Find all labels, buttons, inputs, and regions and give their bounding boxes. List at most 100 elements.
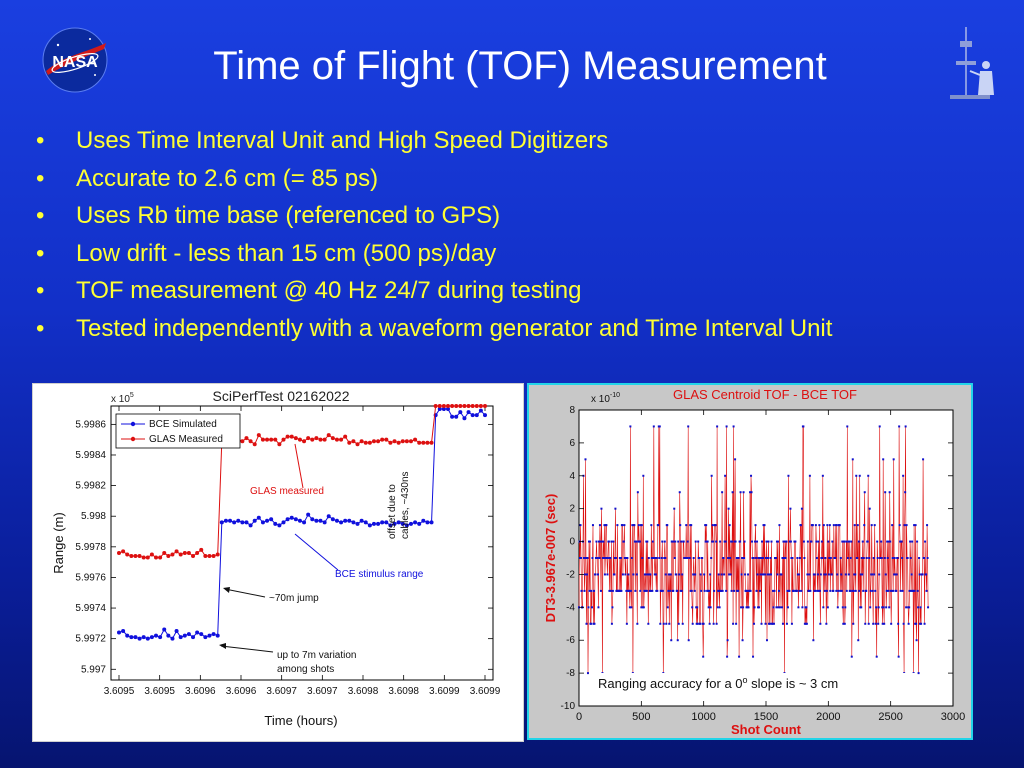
data-point — [285, 517, 290, 522]
data-point — [609, 589, 612, 592]
annotation-variation-2: among shots — [277, 664, 334, 675]
data-point — [877, 622, 880, 625]
data-point — [149, 635, 154, 640]
data-point — [755, 557, 758, 559]
data-point — [117, 630, 121, 635]
data-point — [717, 573, 720, 576]
data-point — [608, 589, 611, 592]
data-point — [780, 573, 783, 576]
data-point — [646, 540, 649, 543]
y-axis-label: DT3-3.967e-007 (sec) — [543, 494, 558, 623]
data-point — [680, 589, 683, 592]
data-point — [706, 540, 709, 543]
data-point — [737, 557, 740, 559]
data-point — [733, 589, 736, 592]
data-point — [661, 589, 664, 592]
data-point — [869, 589, 872, 592]
data-point — [921, 573, 924, 576]
data-point — [908, 606, 911, 609]
data-point — [215, 633, 220, 638]
data-point — [825, 622, 828, 625]
data-point — [719, 540, 722, 543]
data-point — [734, 458, 737, 461]
data-point — [908, 589, 911, 592]
data-point — [408, 439, 413, 444]
data-point — [363, 520, 368, 525]
data-point — [404, 439, 409, 444]
data-point — [910, 573, 913, 576]
data-point — [170, 552, 175, 557]
data-point — [690, 589, 693, 592]
data-point — [650, 524, 653, 527]
x-tick-label: 3000 — [941, 711, 965, 723]
data-point — [904, 491, 907, 494]
data-point — [838, 524, 841, 527]
data-point — [863, 524, 866, 527]
data-point — [827, 540, 830, 543]
data-point — [664, 573, 667, 576]
data-point — [670, 639, 673, 642]
note-text: Ranging accuracy for a 0 — [598, 676, 743, 691]
data-point — [652, 425, 655, 428]
data-point — [809, 589, 812, 592]
data-point — [624, 573, 627, 576]
bullet-dot: • — [36, 239, 45, 267]
x-tick-label: 3.6098 — [388, 686, 419, 697]
data-point — [835, 589, 838, 592]
data-point — [450, 404, 455, 408]
data-point — [914, 524, 917, 527]
data-point — [718, 606, 721, 609]
y-tick-label: -2 — [566, 569, 575, 580]
data-point — [598, 524, 601, 527]
data-point — [195, 630, 200, 635]
data-point — [260, 520, 265, 525]
data-point — [690, 524, 693, 527]
data-point — [790, 622, 793, 625]
annotation-bce-stimulus: BCE stimulus range — [335, 569, 424, 580]
data-point — [672, 589, 675, 592]
y-tick-label: -4 — [566, 602, 575, 613]
data-point — [609, 557, 612, 559]
x-tick-label: 3.6097 — [266, 686, 297, 697]
data-point — [630, 557, 633, 559]
data-point — [888, 606, 891, 609]
data-point — [585, 622, 588, 625]
data-point — [766, 573, 769, 576]
data-point — [388, 523, 393, 528]
data-point — [816, 573, 819, 576]
data-point — [768, 573, 771, 576]
bullet-text: Uses Time Interval Unit and High Speed D… — [76, 127, 609, 154]
data-point — [672, 540, 675, 543]
data-point — [705, 524, 708, 527]
data-point — [630, 606, 633, 609]
data-point — [211, 632, 216, 637]
x-tick-label: 3.6099 — [470, 686, 501, 697]
data-point — [873, 524, 876, 527]
data-point — [840, 589, 843, 592]
data-point — [623, 524, 626, 527]
tof-difference-chart: GLAS Centroid TOF - BCE TOF x 10-10 8642… — [543, 387, 965, 737]
data-point — [926, 557, 929, 559]
data-point — [763, 524, 766, 527]
data-point — [786, 606, 789, 609]
data-point — [655, 557, 658, 559]
data-point — [697, 540, 700, 543]
data-point — [595, 540, 598, 543]
data-point — [285, 434, 290, 439]
legend-label-bce: BCE Simulated — [149, 419, 217, 430]
data-point — [579, 524, 582, 527]
y-tick-label: -8 — [566, 668, 575, 679]
data-point — [637, 524, 640, 527]
legend-marker-glas — [130, 436, 136, 442]
data-point — [355, 521, 360, 526]
bullet-text: TOF measurement @ 40 Hz 24/7 during test… — [76, 277, 582, 305]
data-point — [771, 622, 774, 625]
data-point — [775, 606, 778, 609]
data-point — [751, 540, 754, 543]
data-point — [742, 606, 745, 609]
y-tick-label: 5.9972 — [75, 634, 106, 645]
data-point — [887, 540, 890, 543]
data-point — [616, 524, 619, 527]
data-point — [869, 606, 872, 609]
